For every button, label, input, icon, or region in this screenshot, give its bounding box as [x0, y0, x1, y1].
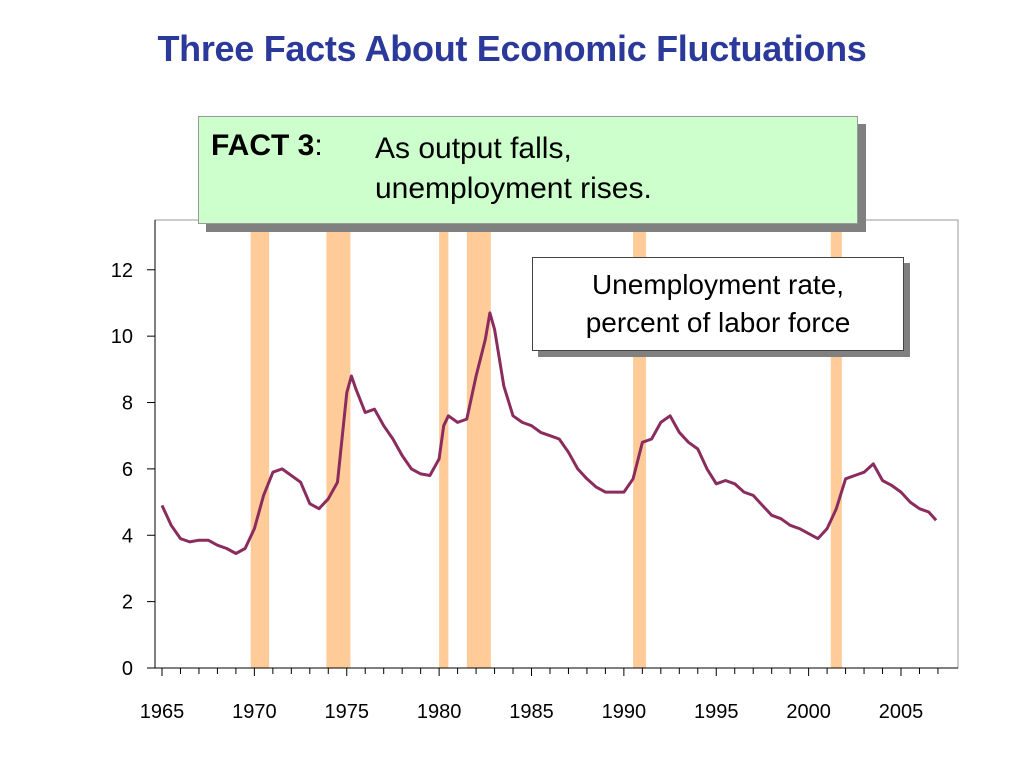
fact-label-colon: : — [314, 129, 323, 162]
fact-text-line1: As output falls, — [375, 132, 572, 165]
recession-band-4 — [466, 220, 491, 668]
y-tick-label-0: 0 — [122, 658, 133, 680]
series-annotation-box: Unemployment rate, percent of labor forc… — [532, 257, 904, 351]
x-tick-label-1995: 1995 — [694, 701, 739, 723]
x-tick-label-1985: 1985 — [509, 701, 554, 723]
unemployment-series-line — [160, 311, 938, 555]
recession-band-1 — [250, 220, 270, 668]
x-tick-label-2000: 2000 — [786, 701, 831, 723]
recession-band-2 — [326, 220, 351, 668]
axes — [154, 220, 958, 669]
y-tick-label-4: 4 — [122, 525, 133, 547]
y-tick-label-10: 10 — [111, 326, 133, 348]
fact-text-line2: unemployment rises. — [375, 172, 652, 205]
x-tick-label-1965: 1965 — [140, 701, 185, 723]
x-tick-label-2005: 2005 — [879, 701, 924, 723]
x-tick-label-1970: 1970 — [232, 701, 277, 723]
fact-label-number: FACT 3 — [211, 129, 315, 162]
x-tick-label-1990: 1990 — [602, 701, 647, 723]
fact-box: FACT 3: As output falls, unemployment ri… — [198, 116, 858, 224]
fact-text: As output falls, unemployment rises. — [375, 129, 815, 209]
recession-bands — [250, 220, 842, 668]
axis-ticks: 0 2 4 6 8 10 12 1965 1970 1975 1980 1985 1990 1995 200… — [111, 260, 939, 723]
fact-label: FACT 3: — [211, 129, 323, 163]
y-tick-label-6: 6 — [122, 459, 133, 481]
recession-band-3 — [439, 220, 449, 668]
recession-band-6 — [830, 220, 842, 668]
x-tick-label-1975: 1975 — [325, 701, 370, 723]
y-tick-label-2: 2 — [122, 592, 133, 614]
annotation-line1: Unemployment rate, — [591, 269, 845, 300]
slide-title: Three Facts About Economic Fluctuations — [157, 28, 867, 69]
y-tick-label-12: 12 — [111, 260, 133, 282]
annotation-line2: percent of labor force — [585, 307, 851, 338]
y-tick-label-8: 8 — [122, 393, 133, 415]
x-tick-label-1980: 1980 — [417, 701, 462, 723]
